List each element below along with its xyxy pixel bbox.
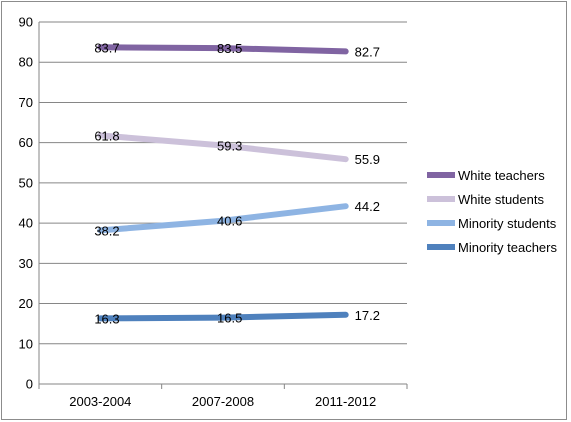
y-tick-label-0: 0 [26, 377, 33, 392]
data-label-2-0: 38.2 [94, 223, 119, 238]
y-tick-label-10: 10 [19, 336, 33, 351]
data-label-3-1: 16.5 [217, 311, 242, 326]
legend-label-3: Minority teachers [458, 240, 557, 255]
data-label-1-1: 59.3 [217, 138, 242, 153]
series-line-1 [97, 132, 349, 163]
series-line-2 [97, 203, 349, 234]
legend-label-0: White teachers [458, 168, 545, 183]
data-label-1-2: 55.9 [355, 152, 380, 167]
y-tick-label-40: 40 [19, 216, 33, 231]
legend-label-2: Minority students [458, 216, 557, 231]
y-tick-label-90: 90 [19, 15, 33, 30]
data-label-3-2: 17.2 [355, 308, 380, 323]
y-tick-label-50: 50 [19, 175, 33, 190]
data-label-0-1: 83.5 [217, 41, 242, 56]
data-label-1-0: 61.8 [94, 128, 119, 143]
y-tick-label-60: 60 [19, 135, 33, 150]
series-line-0 [97, 44, 349, 55]
x-tick-label-2: 2011-2012 [315, 394, 376, 409]
data-label-0-0: 83.7 [94, 40, 119, 55]
data-label-2-1: 40.6 [217, 214, 242, 229]
y-tick-label-20: 20 [19, 296, 33, 311]
x-tick-label-0: 2003-2004 [69, 394, 131, 409]
data-label-0-2: 82.7 [355, 44, 380, 59]
series-line-3 [97, 311, 349, 322]
y-tick-label-70: 70 [19, 95, 33, 110]
legend-label-1: White students [458, 192, 544, 207]
y-tick-label-30: 30 [19, 256, 33, 271]
x-tick-label-1: 2007-2008 [192, 394, 254, 409]
y-tick-label-80: 80 [19, 55, 33, 70]
data-label-3-0: 16.3 [94, 311, 119, 326]
data-label-2-2: 44.2 [355, 199, 380, 214]
